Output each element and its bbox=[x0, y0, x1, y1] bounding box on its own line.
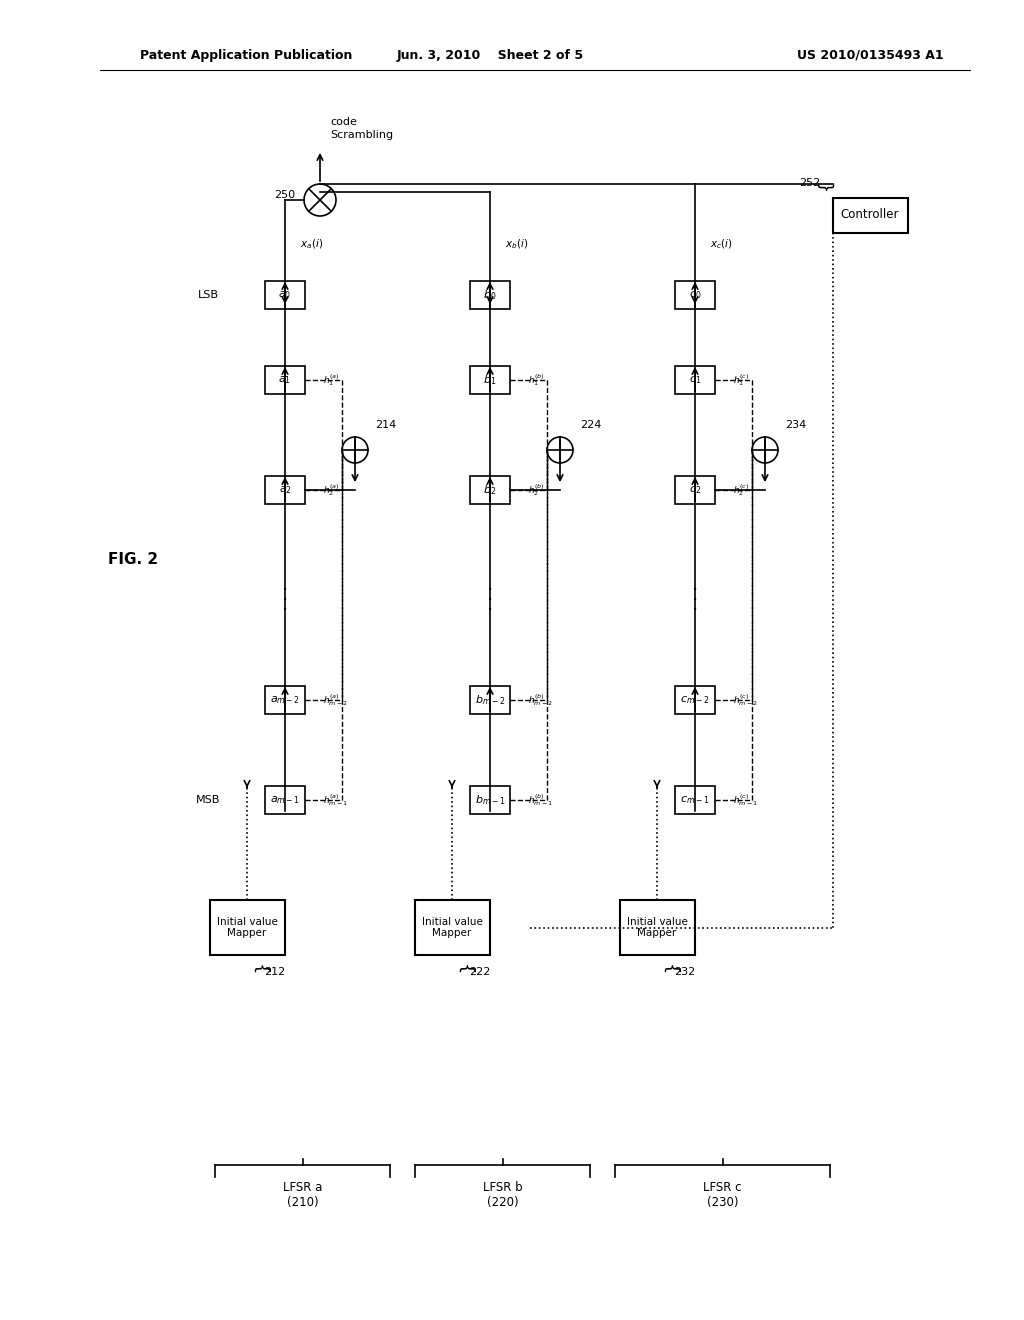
Text: $h_{m-2}^{(c)}$: $h_{m-2}^{(c)}$ bbox=[733, 692, 758, 708]
FancyBboxPatch shape bbox=[470, 366, 510, 393]
Text: Patent Application Publication: Patent Application Publication bbox=[140, 49, 352, 62]
FancyBboxPatch shape bbox=[675, 477, 715, 504]
Text: LFSR a
(210): LFSR a (210) bbox=[283, 1181, 323, 1209]
Text: .: . bbox=[282, 586, 288, 605]
Text: FIG. 2: FIG. 2 bbox=[108, 553, 158, 568]
Text: .: . bbox=[692, 576, 698, 594]
Text: $a_1$: $a_1$ bbox=[279, 374, 292, 385]
Text: $x_b(i)$: $x_b(i)$ bbox=[505, 238, 528, 251]
Text: $b_{m-2}$: $b_{m-2}$ bbox=[475, 693, 505, 708]
Text: LFSR b
(220): LFSR b (220) bbox=[482, 1181, 522, 1209]
Text: $h_{m-2}^{(b)}$: $h_{m-2}^{(b)}$ bbox=[528, 692, 553, 708]
Text: $c_0$: $c_0$ bbox=[689, 289, 701, 301]
Text: .: . bbox=[486, 576, 494, 594]
Text: $h_{2}^{(b)}$: $h_{2}^{(b)}$ bbox=[528, 482, 545, 498]
Text: Scrambling: Scrambling bbox=[330, 129, 393, 140]
Text: $b_{m-1}$: $b_{m-1}$ bbox=[475, 793, 505, 807]
Text: .: . bbox=[282, 576, 288, 594]
FancyBboxPatch shape bbox=[265, 281, 305, 309]
Text: $a_{m-1}$: $a_{m-1}$ bbox=[270, 795, 300, 807]
Text: $h_{m-2}^{(a)}$: $h_{m-2}^{(a)}$ bbox=[323, 692, 348, 708]
Text: $\{$: $\{$ bbox=[252, 961, 271, 973]
FancyBboxPatch shape bbox=[210, 900, 285, 954]
FancyBboxPatch shape bbox=[265, 785, 305, 814]
Text: LFSR c
(230): LFSR c (230) bbox=[703, 1181, 741, 1209]
FancyBboxPatch shape bbox=[415, 900, 489, 954]
FancyBboxPatch shape bbox=[470, 477, 510, 504]
Text: $x_c(i)$: $x_c(i)$ bbox=[710, 238, 733, 251]
Text: 214: 214 bbox=[375, 420, 396, 430]
Text: $b_0$: $b_0$ bbox=[483, 288, 497, 302]
Text: 222: 222 bbox=[469, 968, 490, 977]
Text: US 2010/0135493 A1: US 2010/0135493 A1 bbox=[797, 49, 943, 62]
Text: code: code bbox=[330, 117, 357, 127]
Text: $h_{1}^{(a)}$: $h_{1}^{(a)}$ bbox=[323, 372, 340, 388]
Text: .: . bbox=[486, 595, 494, 615]
Text: 212: 212 bbox=[264, 968, 286, 977]
Text: 234: 234 bbox=[785, 420, 806, 430]
FancyBboxPatch shape bbox=[620, 900, 694, 954]
Text: $b_1$: $b_1$ bbox=[483, 374, 497, 387]
FancyBboxPatch shape bbox=[470, 785, 510, 814]
Text: Controller: Controller bbox=[841, 209, 899, 222]
Text: $\{$: $\{$ bbox=[818, 182, 838, 193]
Text: $b_2$: $b_2$ bbox=[483, 483, 497, 496]
Text: $x_a(i)$: $x_a(i)$ bbox=[300, 238, 324, 251]
Text: Jun. 3, 2010    Sheet 2 of 5: Jun. 3, 2010 Sheet 2 of 5 bbox=[396, 49, 584, 62]
Text: LSB: LSB bbox=[198, 290, 218, 300]
Text: $c_{m-1}$: $c_{m-1}$ bbox=[680, 795, 710, 807]
FancyBboxPatch shape bbox=[265, 477, 305, 504]
Text: 232: 232 bbox=[675, 968, 695, 977]
FancyBboxPatch shape bbox=[675, 785, 715, 814]
Text: $a_2$: $a_2$ bbox=[279, 484, 292, 496]
Text: .: . bbox=[486, 586, 494, 605]
FancyBboxPatch shape bbox=[470, 281, 510, 309]
FancyBboxPatch shape bbox=[265, 366, 305, 393]
Text: 252: 252 bbox=[800, 177, 820, 187]
Text: .: . bbox=[692, 595, 698, 615]
Text: $h_{m-1}^{(b)}$: $h_{m-1}^{(b)}$ bbox=[528, 792, 553, 808]
Text: $c_2$: $c_2$ bbox=[689, 484, 701, 496]
Text: 250: 250 bbox=[273, 190, 295, 201]
Text: $h_{2}^{(a)}$: $h_{2}^{(a)}$ bbox=[323, 482, 340, 498]
Text: .: . bbox=[692, 586, 698, 605]
Text: $h_{m-1}^{(c)}$: $h_{m-1}^{(c)}$ bbox=[733, 792, 758, 808]
FancyBboxPatch shape bbox=[833, 198, 907, 232]
FancyBboxPatch shape bbox=[675, 686, 715, 714]
Text: Initial value
Mapper: Initial value Mapper bbox=[627, 916, 687, 939]
FancyBboxPatch shape bbox=[265, 686, 305, 714]
Text: Initial value
Mapper: Initial value Mapper bbox=[422, 916, 482, 939]
Text: Initial value
Mapper: Initial value Mapper bbox=[216, 916, 278, 939]
Text: $a_0$: $a_0$ bbox=[279, 289, 292, 301]
Text: 224: 224 bbox=[580, 420, 601, 430]
Text: MSB: MSB bbox=[196, 795, 220, 805]
Text: $c_1$: $c_1$ bbox=[689, 374, 701, 385]
Text: .: . bbox=[282, 595, 288, 615]
FancyBboxPatch shape bbox=[675, 366, 715, 393]
FancyBboxPatch shape bbox=[470, 686, 510, 714]
Text: $c_{m-2}$: $c_{m-2}$ bbox=[680, 694, 710, 706]
Text: $h_{2}^{(c)}$: $h_{2}^{(c)}$ bbox=[733, 482, 750, 498]
Text: $\{$: $\{$ bbox=[663, 961, 682, 973]
Text: $h_{1}^{(c)}$: $h_{1}^{(c)}$ bbox=[733, 372, 750, 388]
Text: $a_{m-2}$: $a_{m-2}$ bbox=[270, 694, 300, 706]
Text: $h_{m-1}^{(a)}$: $h_{m-1}^{(a)}$ bbox=[323, 792, 348, 808]
Text: $\{$: $\{$ bbox=[458, 961, 477, 973]
FancyBboxPatch shape bbox=[675, 281, 715, 309]
Text: $h_{1}^{(b)}$: $h_{1}^{(b)}$ bbox=[528, 372, 545, 388]
